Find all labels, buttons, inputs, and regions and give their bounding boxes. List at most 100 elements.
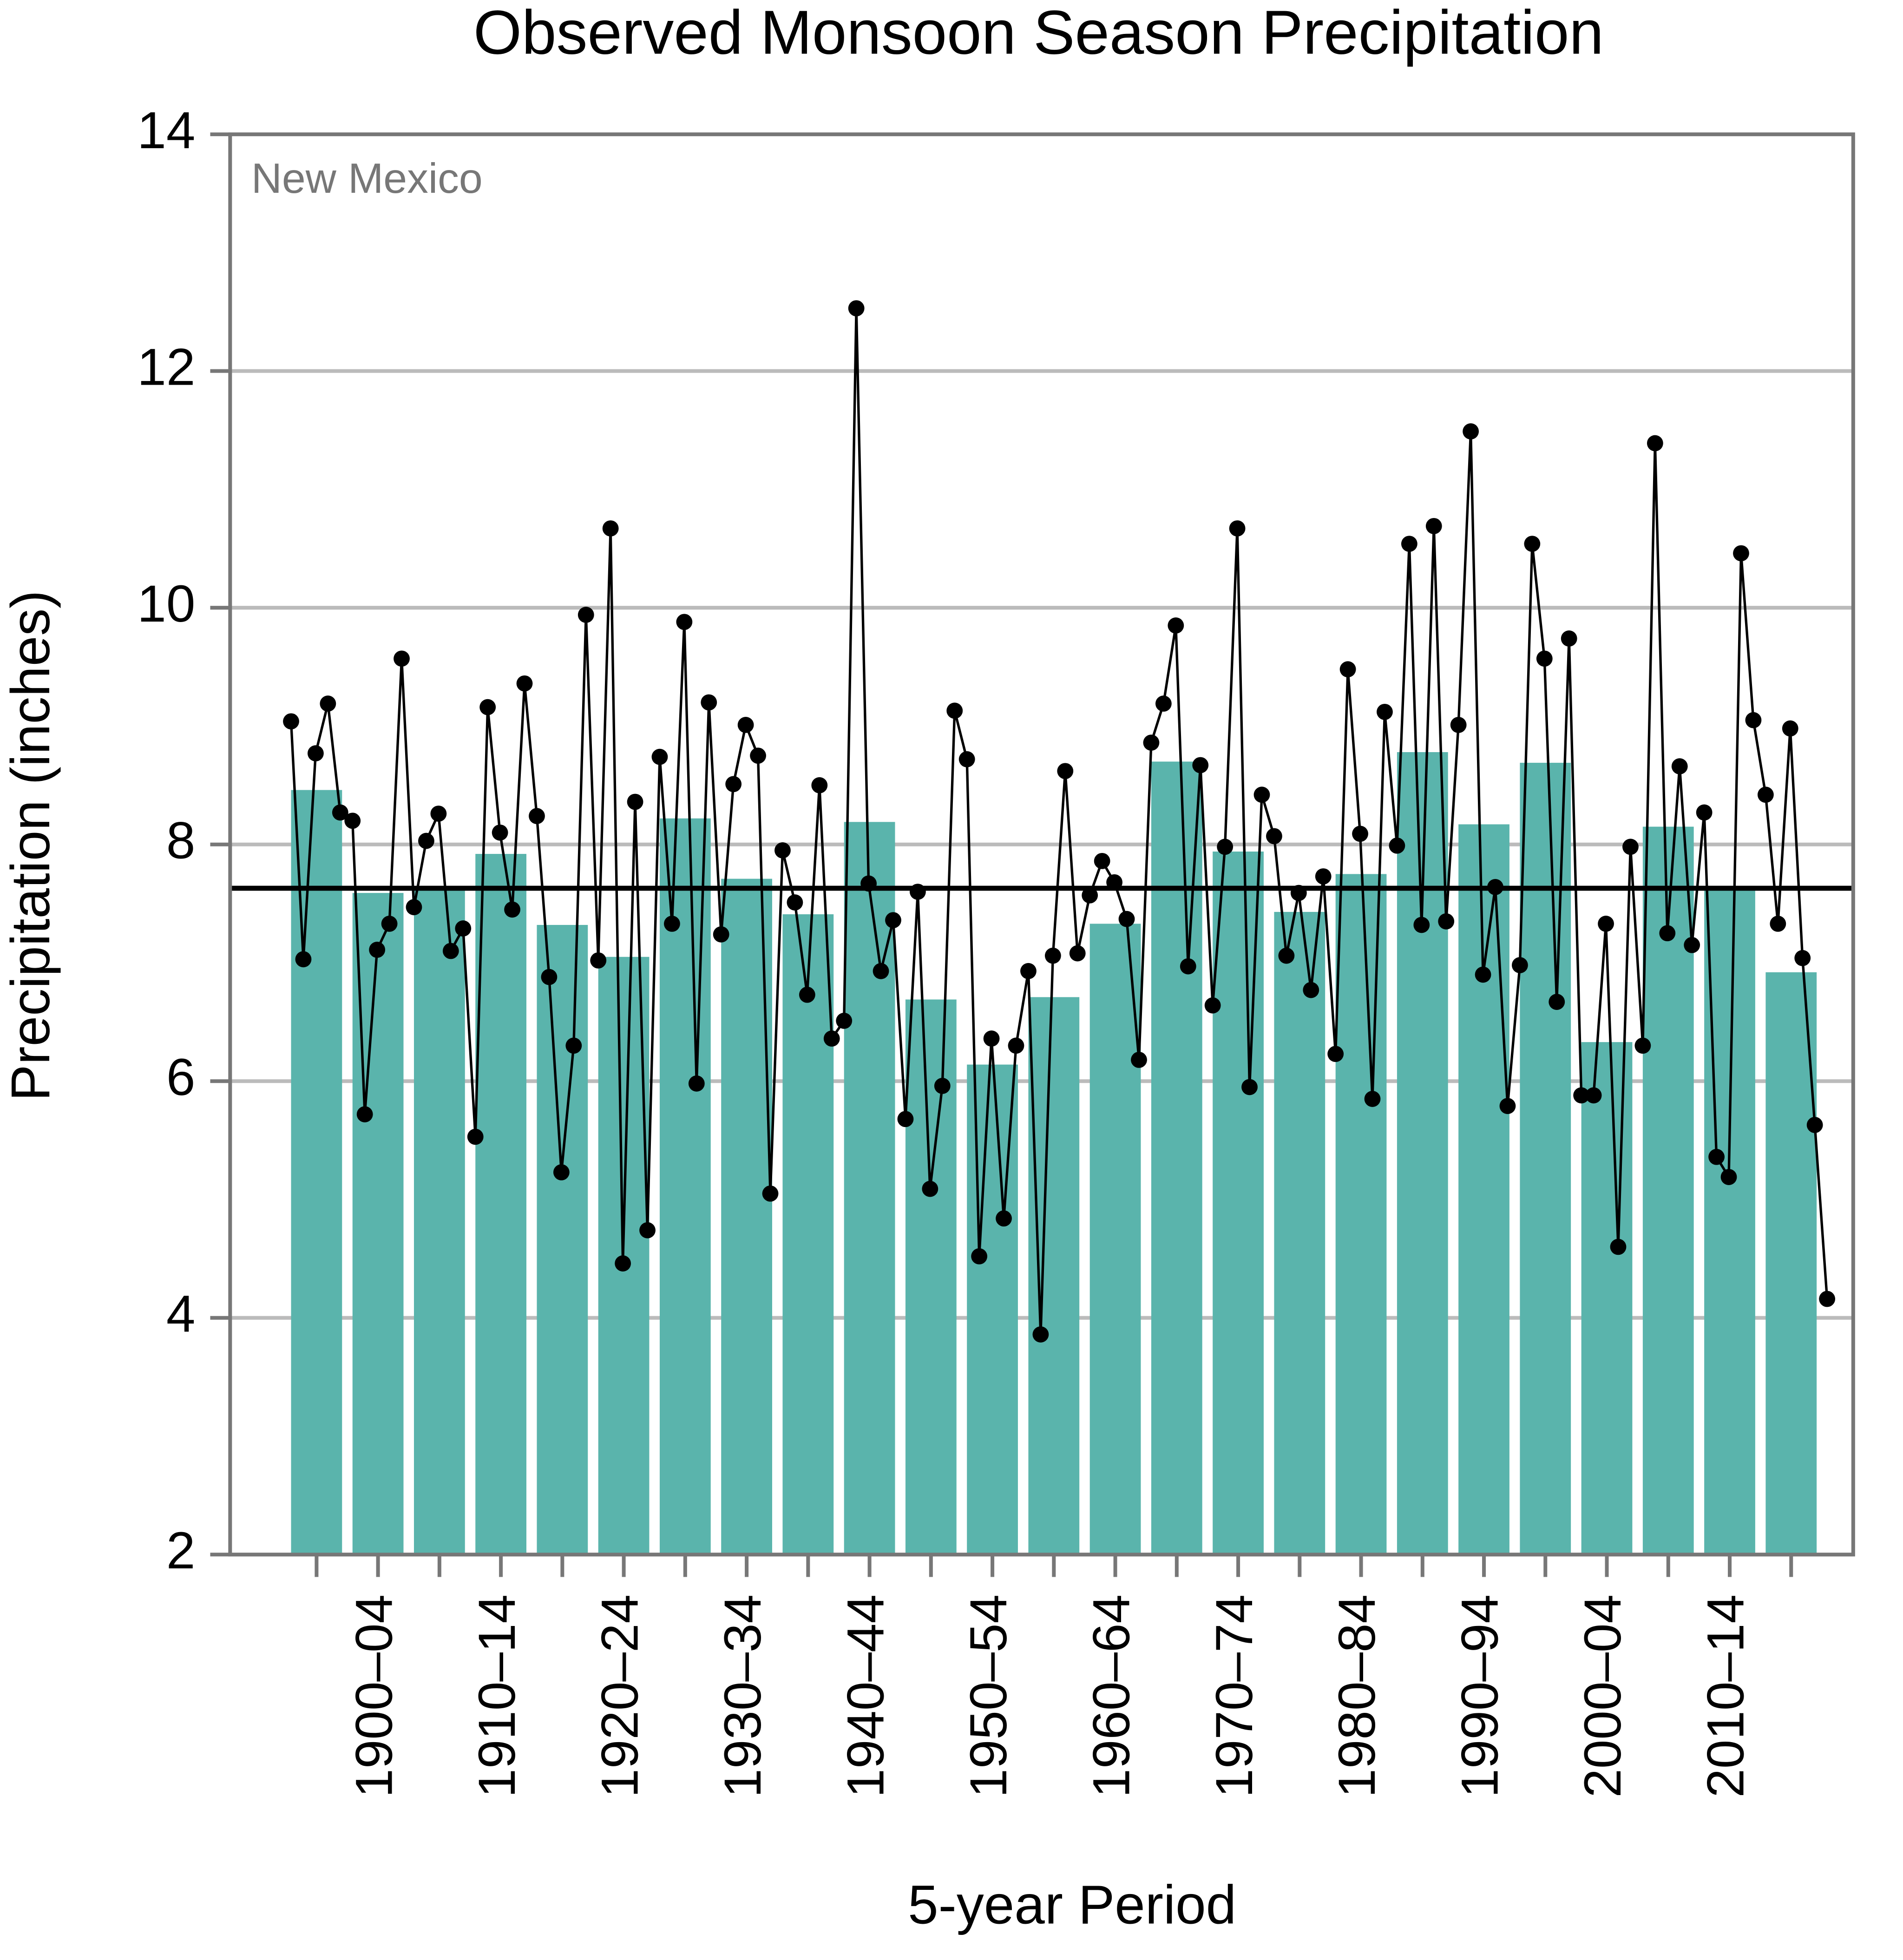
annual-point: [406, 899, 422, 916]
x-tick-label: 1990–94: [1450, 1594, 1509, 1798]
bar: [1089, 924, 1141, 1555]
annual-point: [639, 1222, 656, 1239]
annual-point: [1413, 917, 1430, 933]
annual-point: [1463, 423, 1479, 439]
x-tick-label: 1920–24: [590, 1594, 649, 1798]
annual-point: [307, 745, 324, 761]
annual-point: [418, 833, 434, 849]
annual-point: [1708, 1148, 1725, 1165]
annual-point: [1585, 1087, 1602, 1104]
bar: [537, 924, 588, 1555]
bar: [844, 822, 895, 1555]
annual-point: [1082, 887, 1098, 904]
annual-point: [651, 748, 668, 765]
annual-point: [1720, 1169, 1737, 1185]
annual-point: [1561, 630, 1577, 647]
annual-point: [1192, 757, 1209, 774]
annual-point: [823, 1030, 840, 1047]
x-tick-label: 1960–64: [1082, 1594, 1140, 1798]
annual-point: [1266, 828, 1282, 845]
annual-point: [1487, 879, 1503, 895]
x-tick-label: 1900–04: [344, 1594, 403, 1798]
x-tick-label: 1910–14: [467, 1594, 526, 1798]
bar: [475, 854, 526, 1555]
annual-point: [492, 824, 508, 841]
annotation: New Mexico: [251, 155, 483, 202]
x-tick-label: 1950–54: [959, 1594, 1017, 1798]
annual-point: [332, 804, 348, 821]
plot-frame: [228, 132, 1855, 1557]
annual-point: [369, 942, 386, 958]
annual-point: [1008, 1037, 1024, 1054]
annual-point: [1610, 1239, 1627, 1255]
annual-point: [455, 920, 472, 937]
annual-point: [1622, 839, 1639, 855]
annual-point: [1770, 915, 1786, 932]
annual-point: [958, 751, 975, 767]
annual-point: [1377, 703, 1393, 720]
annual-point: [1819, 1291, 1836, 1307]
annual-point: [577, 607, 594, 623]
annual-point: [1475, 966, 1491, 983]
bar: [1028, 997, 1080, 1555]
annual-point: [356, 1106, 373, 1122]
annual-point: [1339, 661, 1356, 678]
annual-point: [1782, 720, 1798, 737]
annual-point: [1155, 695, 1172, 712]
annual-point: [1512, 957, 1528, 973]
annual-point: [1069, 945, 1086, 962]
annual-point: [1241, 1079, 1258, 1095]
bar: [1458, 824, 1509, 1555]
y-tick-label: 8: [166, 811, 196, 869]
annual-point: [1549, 994, 1565, 1010]
bar: [905, 999, 957, 1555]
annual-point: [1684, 937, 1700, 953]
y-tick-label: 2: [166, 1521, 196, 1580]
annual-point: [1806, 1117, 1823, 1133]
annual-point: [1168, 617, 1184, 634]
annual-point: [1131, 1051, 1147, 1068]
annual-point: [811, 777, 828, 793]
y-tick-label: 6: [166, 1048, 196, 1106]
annual-point: [590, 952, 607, 969]
annual-point: [885, 912, 901, 929]
annual-point: [1315, 868, 1332, 885]
y-tick-label: 14: [137, 101, 195, 159]
y-axis-label: Precipitation (inches): [0, 590, 61, 1101]
annual-point: [1290, 885, 1307, 901]
x-tick-label: 2000–04: [1573, 1594, 1632, 1798]
annual-point: [762, 1185, 779, 1202]
x-tick-label: 1980–84: [1327, 1594, 1386, 1798]
annual-point: [1647, 435, 1663, 452]
annual-point: [909, 884, 926, 900]
annual-point: [295, 951, 312, 968]
annual-point: [1118, 911, 1135, 927]
annual-point: [750, 747, 766, 764]
annual-point: [971, 1248, 988, 1265]
annual-point: [442, 943, 459, 959]
y-tick-label: 12: [137, 337, 195, 396]
x-tick-label: 1940–44: [836, 1594, 894, 1798]
annual-point: [1278, 947, 1295, 964]
annual-point: [848, 300, 865, 317]
annual-point: [1217, 839, 1234, 855]
annual-point: [676, 614, 693, 630]
annual-point: [1536, 650, 1553, 667]
annual-point: [1696, 804, 1713, 821]
annual-point: [1352, 826, 1368, 842]
annual-point: [1180, 958, 1196, 975]
annual-point: [1094, 852, 1110, 869]
annual-point: [774, 842, 791, 859]
annual-point: [320, 695, 336, 712]
annual-point: [1020, 963, 1037, 979]
annual-point: [1032, 1326, 1049, 1343]
annual-point: [983, 1030, 1000, 1047]
annual-line: [289, 308, 1829, 1335]
annual-point: [1204, 997, 1221, 1014]
x-tick-label: 1930–34: [713, 1594, 772, 1798]
annual-point: [516, 675, 533, 692]
annual-point: [1364, 1091, 1381, 1107]
chart-title: Observed Monsoon Season Precipitation: [473, 0, 1604, 67]
annual-point: [627, 793, 643, 810]
annual-point: [1794, 950, 1811, 966]
